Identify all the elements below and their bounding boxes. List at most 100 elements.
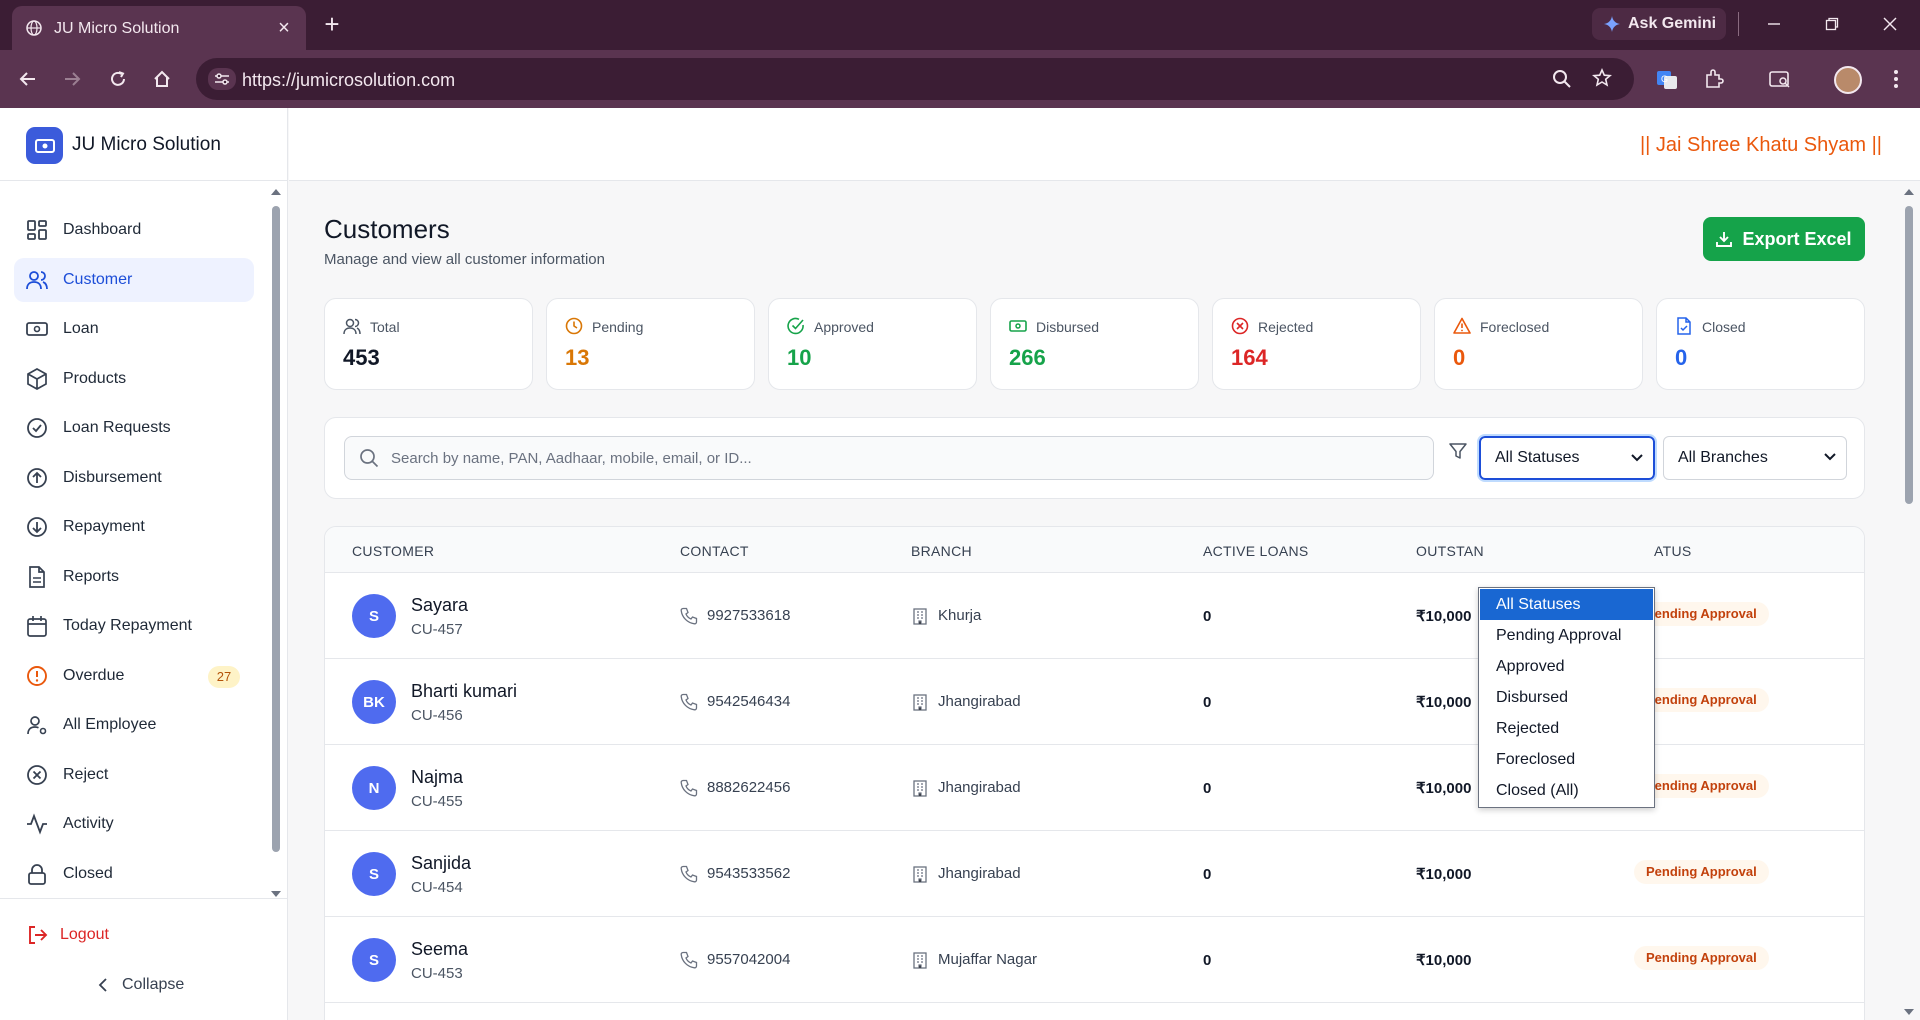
filter-bar: All Statuses All Branches (324, 417, 1865, 499)
column-header[interactable]: ATUS (1654, 543, 1692, 559)
tab-search-icon[interactable] (1768, 67, 1792, 91)
stat-card-pending[interactable]: Pending 13 (546, 298, 755, 390)
status-select[interactable]: All Statuses (1477, 434, 1657, 482)
status-option[interactable]: Pending Approval (1496, 627, 1622, 644)
stat-value: 0 (1675, 345, 1688, 370)
sidebar-item-customer[interactable]: Customer (14, 258, 254, 302)
building-icon (911, 607, 929, 625)
customer-name[interactable]: Sayara (411, 595, 469, 615)
sidebar-item-label: Products (63, 370, 127, 387)
more-menu-icon[interactable] (1884, 67, 1908, 91)
forward-icon[interactable] (60, 67, 84, 91)
sidebar-item-reject[interactable]: Reject (14, 753, 254, 797)
users-icon (343, 317, 361, 335)
close-tab-icon[interactable]: × (278, 16, 290, 39)
column-header[interactable]: CONTACT (680, 543, 749, 559)
bookmark-star-icon[interactable] (1592, 68, 1612, 88)
column-header[interactable]: ACTIVE LOANS (1203, 543, 1309, 559)
sidebar-item-repayment[interactable]: Repayment (14, 505, 254, 549)
customer-name[interactable]: Seema (411, 939, 469, 959)
sidebar-item-all-employee[interactable]: All Employee (14, 703, 254, 747)
stat-card-rejected[interactable]: Rejected 164 (1212, 298, 1421, 390)
sidebar-item-reports[interactable]: Reports (14, 555, 254, 599)
sidebar-item-label: Repayment (63, 518, 145, 535)
table-row[interactable]: S Sayara CU-457 9927533618 Khurja 0 ₹10,… (325, 573, 1864, 659)
scrollbar-thumb[interactable] (272, 206, 280, 852)
avatar: S (352, 594, 396, 638)
phone-icon (680, 693, 698, 711)
site-settings-icon[interactable] (208, 68, 236, 90)
sidebar-item-today-repayment[interactable]: Today Repayment (14, 604, 254, 648)
status-option[interactable]: Foreclosed (1496, 751, 1576, 768)
sidebar-item-disbursement[interactable]: Disbursement (14, 456, 254, 500)
sidebar-item-dashboard[interactable]: Dashboard (14, 208, 254, 252)
table-row[interactable]: BK Bharti kumari CU-456 9542546434 Jhang… (325, 659, 1864, 745)
search-box[interactable] (344, 436, 1434, 480)
banknote-icon (1009, 317, 1027, 335)
chevron-down-icon (1824, 452, 1836, 462)
restore-icon[interactable] (1820, 12, 1844, 36)
sidebar-item-loan[interactable]: Loan (14, 307, 254, 351)
stat-card-disbursed[interactable]: Disbursed 266 (990, 298, 1199, 390)
file-check-icon (1675, 317, 1693, 335)
arrow-down-circle-icon (26, 516, 48, 538)
check-circle-icon (26, 417, 48, 439)
status-option[interactable]: All Statuses (1480, 589, 1653, 620)
table-row[interactable]: N Najma CU-455 8882622456 Jhangirabad 0 … (325, 745, 1864, 831)
minimize-icon[interactable] (1762, 12, 1786, 36)
status-option[interactable]: Disbursed (1496, 689, 1569, 706)
phone-icon (680, 865, 698, 883)
customer-name[interactable]: Bharti kumari (411, 681, 518, 701)
logout-button[interactable]: Logout (26, 924, 109, 946)
stat-label: Foreclosed (1480, 319, 1550, 335)
sidebar-item-loan-requests[interactable]: Loan Requests (14, 406, 254, 450)
customer-name[interactable]: Najma (411, 767, 464, 787)
close-window-icon[interactable] (1878, 12, 1902, 36)
banknote-icon (26, 318, 48, 340)
sidebar-item-products[interactable]: Products (14, 357, 254, 401)
outstanding-amount: ₹10,000 (1416, 608, 1472, 625)
sidebar-item-label: Loan Requests (63, 419, 171, 436)
extensions-icon[interactable] (1702, 67, 1726, 91)
back-icon[interactable] (16, 67, 40, 91)
translate-icon[interactable]: G (1655, 68, 1679, 92)
address-bar[interactable]: https://jumicrosolution.com (196, 58, 1634, 100)
stat-card-foreclosed[interactable]: Foreclosed 0 (1434, 298, 1643, 390)
ask-gemini-button[interactable]: Ask Gemini (1592, 8, 1726, 40)
branch-name: Jhangirabad (938, 865, 1021, 882)
sidebar-item-activity[interactable]: Activity (14, 802, 254, 846)
brand: JU Micro Solution (0, 108, 288, 181)
customer-name[interactable]: Sanjida (411, 853, 472, 873)
zoom-icon[interactable] (1552, 69, 1572, 89)
table-row[interactable]: S Sanjida CU-454 9543533562 Jhangirabad … (325, 831, 1864, 917)
column-header[interactable]: CUSTOMER (352, 543, 435, 559)
outstanding-amount: ₹10,000 (1416, 866, 1472, 883)
phone-number: 9927533618 (707, 607, 791, 624)
table-row[interactable]: S Seema CU-453 9557042004 Mujaffar Nagar… (325, 917, 1864, 1003)
status-option[interactable]: Closed (All) (1496, 782, 1579, 799)
main-scrollbar[interactable] (1902, 186, 1916, 1020)
profile-avatar[interactable] (1834, 66, 1862, 94)
scrollbar-thumb[interactable] (1905, 206, 1913, 504)
stat-card-approved[interactable]: Approved 10 (768, 298, 977, 390)
sidebar-item-label: Dashboard (63, 221, 142, 238)
status-option[interactable]: Approved (1496, 658, 1565, 675)
export-excel-button[interactable]: Export Excel (1703, 217, 1865, 261)
url-text: https://jumicrosolution.com (242, 70, 456, 90)
sidebar-scrollbar[interactable] (270, 186, 282, 900)
column-header[interactable]: OUTSTAN (1416, 543, 1484, 559)
app-root: JU Micro Solution Dashboard Customer Loa… (0, 108, 1920, 1020)
search-input[interactable] (391, 447, 1421, 469)
sidebar-item-closed[interactable]: Closed (14, 852, 254, 896)
sidebar-item-overdue[interactable]: Overdue 27 (14, 654, 254, 698)
stat-card-total[interactable]: Total 453 (324, 298, 533, 390)
browser-tab[interactable]: JU Micro Solution × (12, 6, 306, 50)
new-tab-icon[interactable]: + (324, 9, 340, 39)
reload-icon[interactable] (106, 67, 130, 91)
stat-card-closed[interactable]: Closed 0 (1656, 298, 1865, 390)
collapse-button[interactable]: Collapse (98, 976, 184, 994)
column-header[interactable]: BRANCH (911, 543, 972, 559)
home-icon[interactable] (150, 67, 174, 91)
status-option[interactable]: Rejected (1496, 720, 1560, 737)
branch-select[interactable]: All Branches (1663, 436, 1847, 480)
